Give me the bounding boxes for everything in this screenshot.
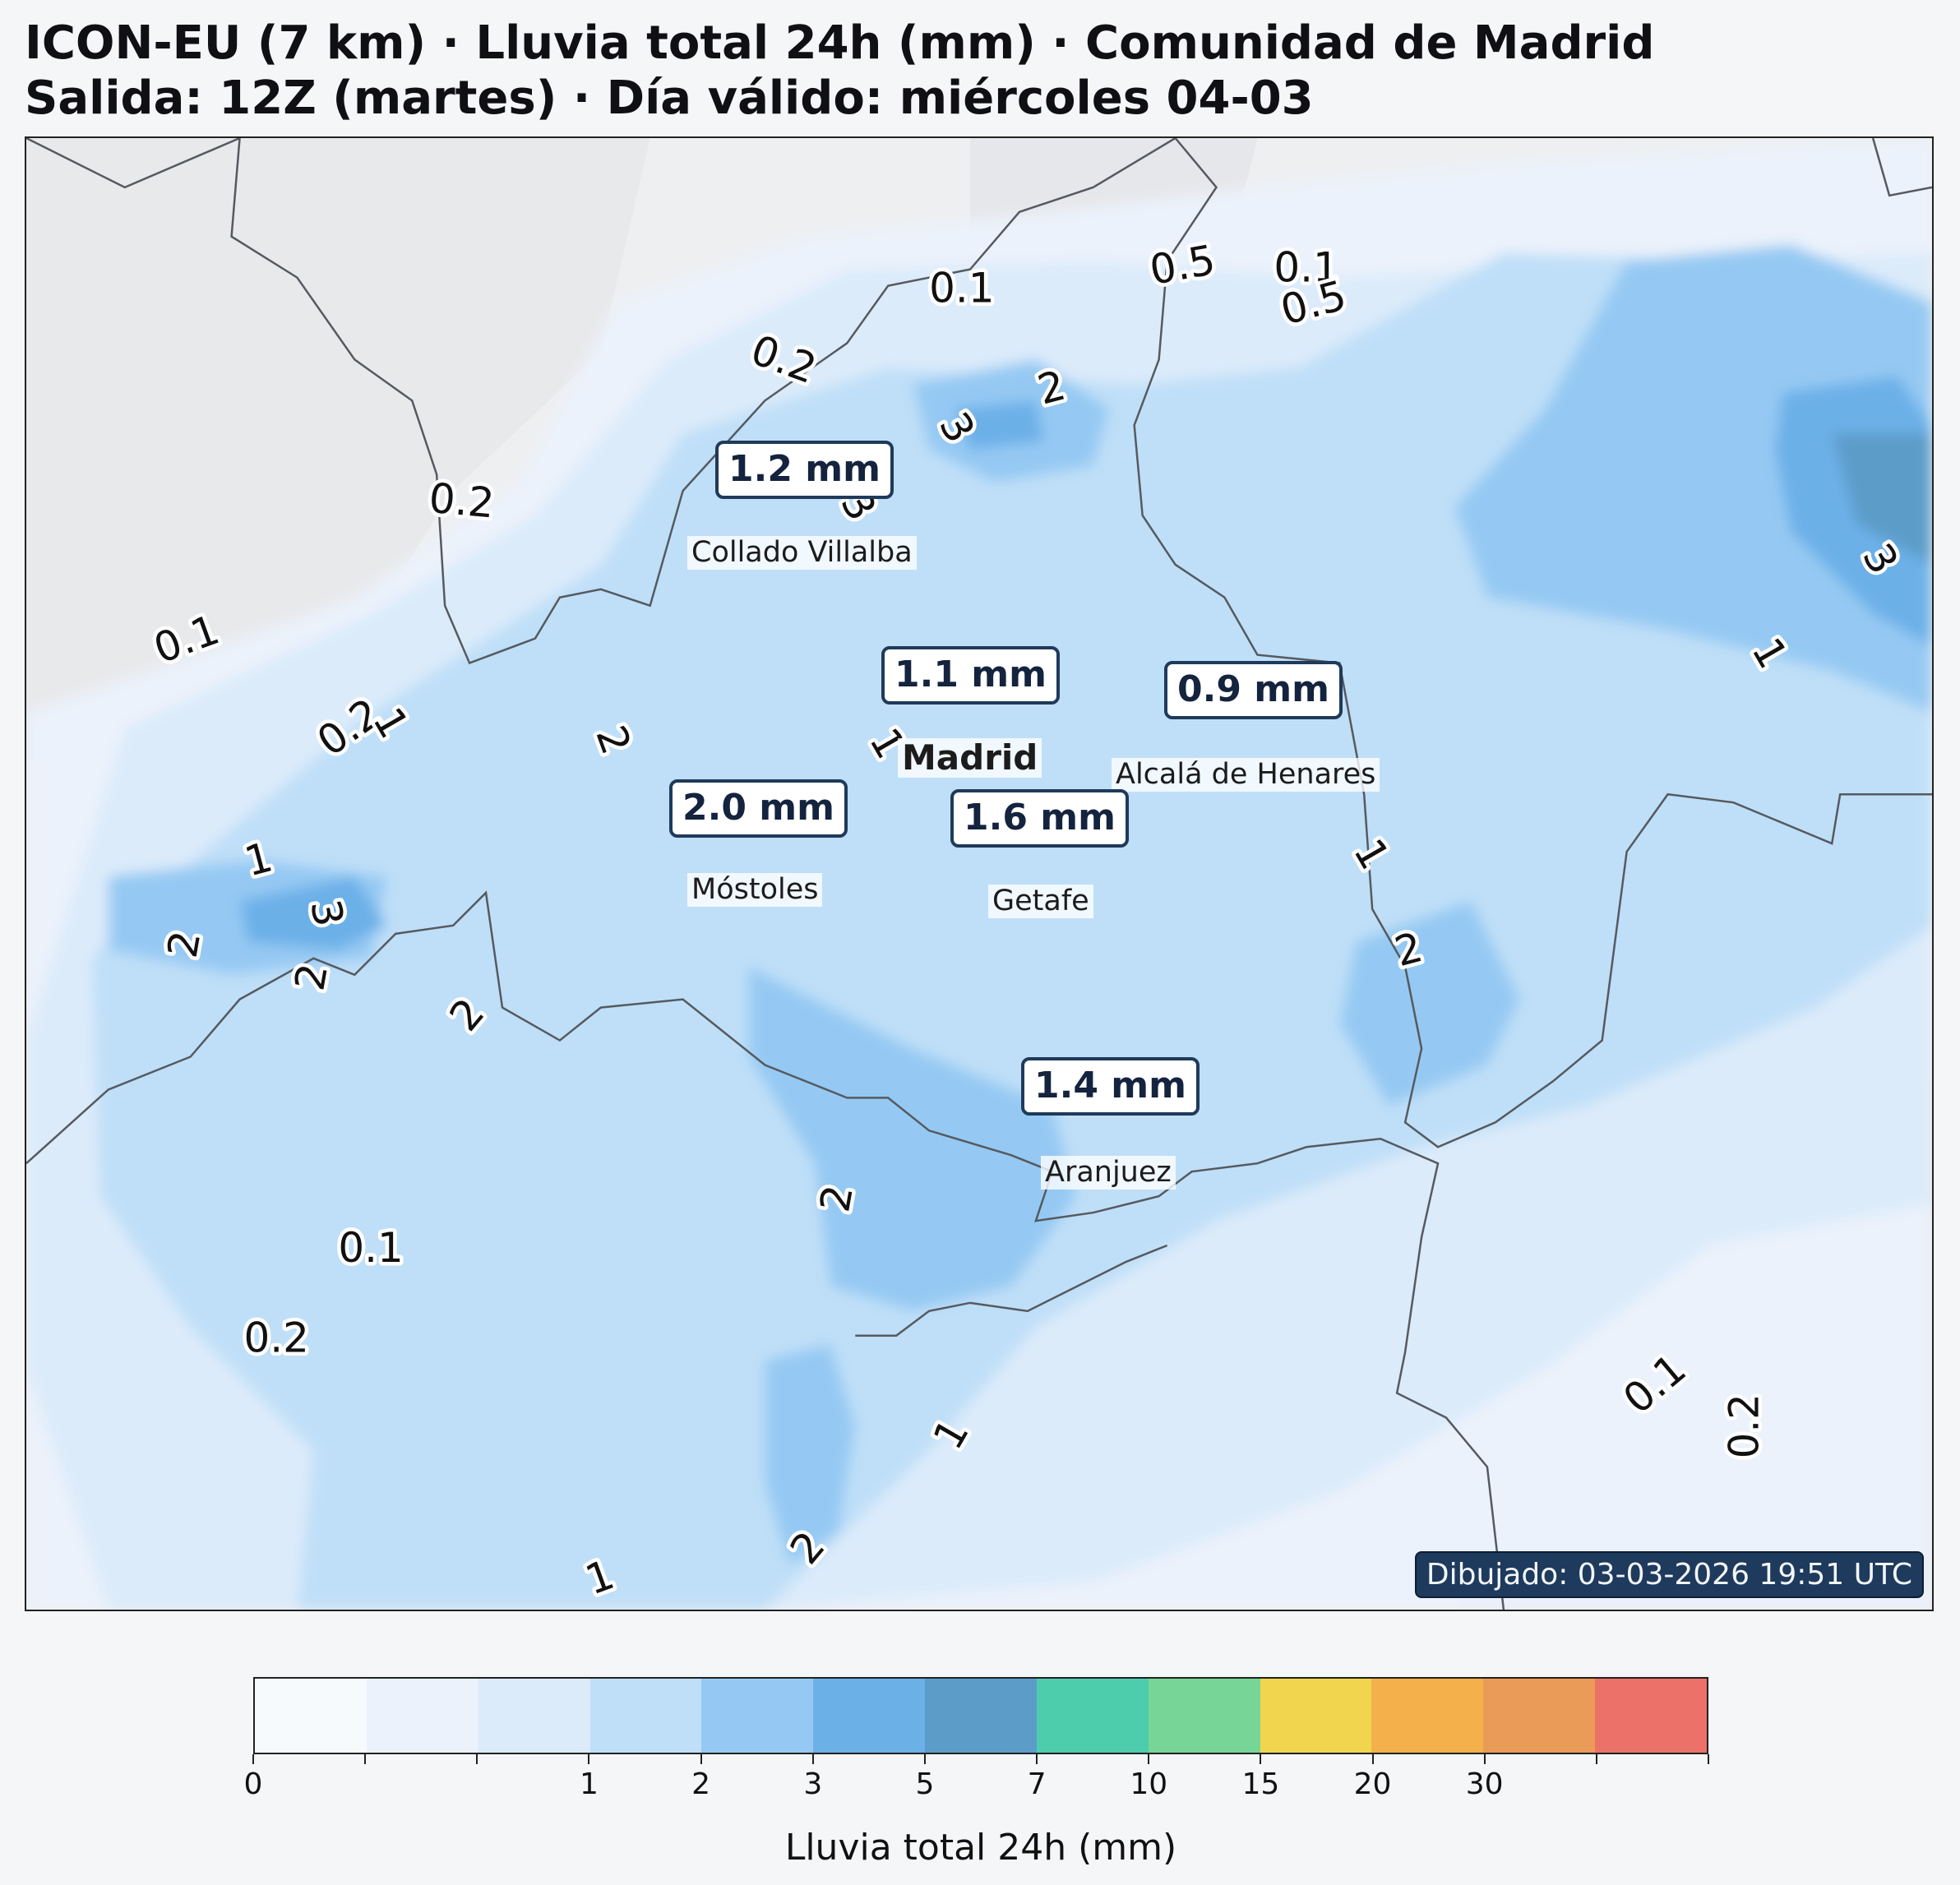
colorbar-tick xyxy=(476,1754,478,1764)
colorbar-swatch xyxy=(1371,1679,1484,1753)
city-label-alcala-de-henares: Alcalá de Henares xyxy=(1112,758,1380,792)
colorbar-tick xyxy=(1371,1754,1374,1764)
city-label-mostoles: Móstoles xyxy=(687,873,823,907)
rain-contour-1 xyxy=(91,252,1932,1610)
timestamp-badge: Dibujado: 03-03-2026 19:51 UTC xyxy=(1414,1551,1924,1598)
rain-value-collado-villalba: 1.2 mm xyxy=(715,441,894,499)
colorbar-swatch xyxy=(1036,1679,1149,1753)
contour-label: 0.1 xyxy=(1274,244,1338,292)
colorbar-swatch xyxy=(1595,1679,1707,1753)
colorbar-swatch xyxy=(925,1679,1037,1753)
contour-label: 0.2 xyxy=(1720,1393,1768,1458)
rain-contour-3 xyxy=(239,876,388,950)
colorbar-tick-label: 5 xyxy=(915,1767,935,1801)
terrain-shading xyxy=(26,138,650,762)
rain-contour-2 xyxy=(1339,900,1520,1107)
rain-value-getafe: 1.6 mm xyxy=(950,789,1129,848)
colorbar-tick-label: 0 xyxy=(243,1767,263,1801)
contour-label: 0.1 xyxy=(929,265,994,312)
colorbar-tick-label: 7 xyxy=(1027,1767,1047,1801)
colorbar-tick xyxy=(364,1754,367,1764)
colorbar-swatch xyxy=(813,1679,926,1753)
colorbar-swatch xyxy=(1260,1679,1372,1753)
colorbar-tick-label: 10 xyxy=(1130,1767,1168,1801)
colorbar-tick-label: 15 xyxy=(1241,1767,1280,1801)
colorbar-swatch xyxy=(1483,1679,1596,1753)
colorbar-tick-label: 1 xyxy=(580,1767,599,1801)
colorbar-swatch xyxy=(478,1679,590,1753)
rain-value-mostoles: 2.0 mm xyxy=(669,779,848,838)
colorbar-tick xyxy=(252,1754,254,1764)
rain-value-madrid: 1.1 mm xyxy=(881,646,1060,705)
rain-contour-2 xyxy=(1454,244,1932,713)
colorbar-tick xyxy=(1708,1754,1709,1764)
rain-contour-2 xyxy=(765,1343,856,1566)
map-title: ICON-EU (7 km) · Lluvia total 24h (mm) ·… xyxy=(25,16,1655,70)
colorbar-tick xyxy=(923,1754,926,1764)
contour-label: 0.1 xyxy=(338,1224,403,1272)
rain-value-alcala-de-henares: 0.9 mm xyxy=(1164,661,1343,719)
colorbar-swatch xyxy=(366,1679,478,1753)
colorbar-tick xyxy=(700,1754,702,1764)
city-label-getafe: Getafe xyxy=(988,885,1093,918)
colorbar-tick xyxy=(811,1754,814,1764)
colorbar-swatch xyxy=(1148,1679,1260,1753)
colorbar-tick xyxy=(1036,1754,1038,1764)
colorbar-tick xyxy=(1595,1754,1597,1764)
colorbar-tick xyxy=(1260,1754,1262,1764)
rain-contour-2 xyxy=(748,966,1077,1311)
colorbar-tick xyxy=(1148,1754,1150,1764)
rain-value-aranjuez: 1.4 mm xyxy=(1021,1057,1200,1116)
colorbar-swatch xyxy=(255,1679,367,1753)
colorbar-swatch xyxy=(701,1679,814,1753)
colorbar-tick-label: 30 xyxy=(1465,1767,1504,1801)
rain-contour-5 xyxy=(1832,433,1932,565)
colorbar-tick-label: 3 xyxy=(803,1767,823,1801)
province-border xyxy=(26,138,1932,1610)
precipitation-map[interactable]: 0.1 0.1 0.1 0.1 0.1 0.2 0.2 0.2 0.2 0.2 … xyxy=(25,136,1934,1611)
city-label-madrid: Madrid xyxy=(898,738,1042,778)
rain-contour-3 xyxy=(954,400,1044,450)
map-subtitle: Salida: 12Z (martes) · Día válido: miérc… xyxy=(25,72,1314,125)
colorbar-label: Lluvia total 24h (mm) xyxy=(784,1827,1177,1869)
contour-label: 0.2 xyxy=(244,1314,309,1362)
colorbar-tick-label: 20 xyxy=(1353,1767,1392,1801)
colorbar-tick xyxy=(1483,1754,1486,1764)
colorbar-tick xyxy=(588,1754,590,1764)
colorbar-swatch xyxy=(589,1679,702,1753)
colorbar-tick-label: 2 xyxy=(691,1767,711,1801)
city-label-collado-villalba: Collado Villalba xyxy=(687,536,917,570)
contour-label: 0.2 xyxy=(427,474,496,528)
colorbar xyxy=(253,1677,1708,1754)
precipitation-contour-layer: 0.1 0.1 0.1 0.1 0.1 0.2 0.2 0.2 0.2 0.2 … xyxy=(26,138,1932,1610)
city-label-aranjuez: Aranjuez xyxy=(1041,1156,1176,1190)
